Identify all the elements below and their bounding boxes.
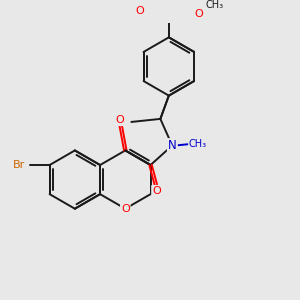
Text: Br: Br [13, 160, 26, 170]
Text: CH₃: CH₃ [206, 0, 224, 10]
Text: O: O [116, 115, 124, 125]
Text: O: O [194, 9, 203, 19]
Text: O: O [121, 204, 130, 214]
Text: CH₃: CH₃ [189, 139, 207, 149]
Text: N: N [168, 139, 177, 152]
Text: O: O [152, 186, 161, 196]
Text: O: O [136, 6, 145, 16]
